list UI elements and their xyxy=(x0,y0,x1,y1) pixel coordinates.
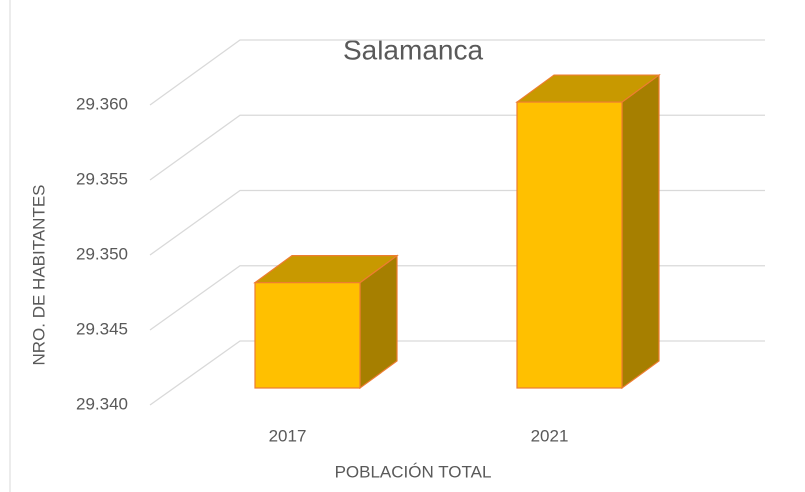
grid-line xyxy=(149,265,765,331)
grid-line xyxy=(149,114,765,181)
grid-line xyxy=(149,340,765,406)
chart-title: Salamanca xyxy=(343,34,484,65)
y-axis-label: NRO. DE HABITANTES xyxy=(29,184,48,365)
x-tick-label: 2017 xyxy=(269,426,307,445)
y-tick-label: 29.355 xyxy=(76,169,128,188)
y-tick-label: 29.350 xyxy=(76,244,128,263)
y-tick-label: 29.345 xyxy=(76,319,128,338)
y-tick-label: 29.340 xyxy=(76,394,128,413)
bar xyxy=(254,282,361,389)
y-tick-label: 29.360 xyxy=(76,94,128,113)
x-axis-label: POBLACIÓN TOTAL xyxy=(335,462,492,481)
grid-line xyxy=(149,189,765,256)
x-tick-label: 2021 xyxy=(531,426,569,445)
grid-line xyxy=(149,39,765,106)
bar xyxy=(516,101,623,389)
bar-side xyxy=(621,73,660,390)
